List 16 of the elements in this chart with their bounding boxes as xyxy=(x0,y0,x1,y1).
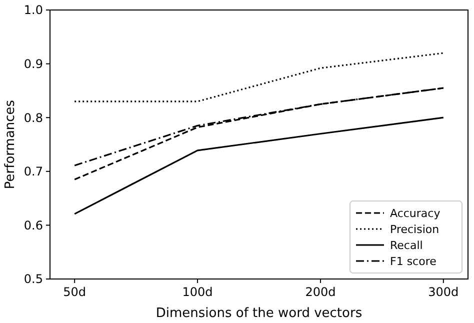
legend-label: Recall xyxy=(390,238,423,252)
y-tick-label: 0.7 xyxy=(24,164,43,179)
x-tick-label: 300d xyxy=(428,285,459,299)
y-tick-label: 0.6 xyxy=(24,218,43,232)
x-tick-label: 50d xyxy=(63,285,86,299)
legend-label: Accuracy xyxy=(390,206,441,220)
y-tick-label: 0.5 xyxy=(24,272,43,286)
y-tick-label: 1.0 xyxy=(24,3,43,18)
x-tick-label: 200d xyxy=(305,285,336,299)
legend-label: Precision xyxy=(390,222,440,236)
legend-label: F1 score xyxy=(390,254,437,268)
x-axis-title: Dimensions of the word vectors xyxy=(156,306,362,321)
y-tick-label: 0.9 xyxy=(24,57,43,71)
x-tick-label: 100d xyxy=(182,285,213,299)
y-axis-title: Performances xyxy=(3,100,18,190)
y-tick-label: 0.8 xyxy=(24,110,43,125)
